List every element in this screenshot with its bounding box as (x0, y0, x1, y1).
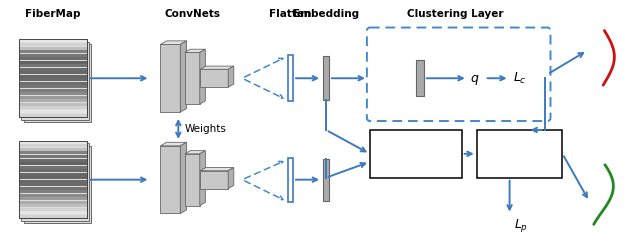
Bar (19, 162, 86, 165)
Text: $L_p$: $L_p$ (513, 218, 528, 234)
Bar (19, 54, 86, 57)
Bar (24, 146, 92, 223)
Text: Weights: Weights (184, 124, 226, 134)
Bar (19, 151, 86, 154)
Bar (287, 55, 292, 101)
Bar (21, 42, 89, 120)
Bar (323, 159, 329, 201)
Bar (19, 173, 86, 176)
Bar (19, 99, 86, 102)
Bar (19, 183, 86, 186)
Bar (19, 82, 86, 85)
Bar (19, 155, 86, 158)
Bar (19, 176, 86, 179)
Bar (477, 130, 563, 178)
Bar (19, 50, 86, 53)
Bar (19, 201, 86, 204)
Bar (19, 169, 86, 172)
Polygon shape (180, 142, 187, 213)
Text: Embedding
Distance: Embedding Distance (387, 142, 444, 165)
Bar (19, 155, 86, 158)
Bar (19, 166, 86, 169)
Bar (19, 39, 86, 42)
Bar (24, 44, 92, 122)
Polygon shape (200, 66, 234, 69)
Bar (19, 211, 86, 214)
Bar (19, 180, 86, 183)
Bar (19, 39, 86, 117)
Bar (19, 215, 86, 218)
Polygon shape (228, 168, 234, 189)
Bar (19, 78, 86, 81)
Bar (19, 57, 86, 60)
Bar (19, 190, 86, 193)
Bar (19, 148, 86, 151)
Bar (19, 110, 86, 113)
Text: FiberMap: FiberMap (25, 9, 81, 19)
Bar (370, 130, 461, 178)
Bar (19, 85, 86, 88)
Polygon shape (228, 66, 234, 87)
Bar (185, 52, 200, 104)
Bar (19, 208, 86, 211)
Bar (19, 43, 86, 46)
Bar (416, 60, 424, 96)
Polygon shape (180, 41, 187, 112)
Bar (21, 143, 89, 221)
Bar (19, 92, 86, 95)
Bar (200, 69, 228, 87)
Bar (19, 50, 86, 53)
Text: Fiber
Distance: Fiber Distance (498, 142, 541, 165)
Bar (19, 54, 86, 57)
Bar (19, 64, 86, 67)
Bar (185, 154, 200, 206)
Bar (19, 159, 86, 161)
Text: Embedding: Embedding (293, 9, 359, 19)
Bar (19, 68, 86, 71)
Bar (19, 141, 86, 219)
Bar (19, 197, 86, 200)
Polygon shape (200, 49, 205, 104)
Polygon shape (161, 142, 187, 146)
Bar (19, 159, 86, 161)
Text: Flatten: Flatten (269, 9, 311, 19)
Bar (19, 96, 86, 99)
Bar (19, 141, 86, 144)
Polygon shape (200, 151, 205, 206)
Bar (19, 61, 86, 64)
Polygon shape (161, 41, 187, 44)
Bar (19, 71, 86, 74)
Bar (19, 47, 86, 49)
Bar (19, 194, 86, 197)
Polygon shape (185, 49, 205, 52)
Bar (19, 75, 86, 78)
Bar (161, 146, 180, 213)
Bar (19, 151, 86, 154)
Polygon shape (185, 151, 205, 154)
Bar (19, 89, 86, 92)
Bar (161, 44, 180, 112)
Text: $L_c$: $L_c$ (513, 71, 526, 86)
Bar (19, 103, 86, 106)
Bar (19, 107, 86, 110)
Bar (19, 113, 86, 117)
Bar (19, 162, 86, 165)
Text: q: q (470, 72, 479, 85)
Bar (19, 57, 86, 60)
Bar (19, 61, 86, 64)
Bar (19, 141, 86, 219)
Bar (200, 171, 228, 189)
Text: Clustering Layer: Clustering Layer (408, 9, 504, 19)
Bar (287, 158, 292, 202)
Bar (19, 204, 86, 207)
Polygon shape (200, 168, 234, 171)
Bar (19, 187, 86, 190)
Bar (323, 56, 329, 100)
Text: ConvNets: ConvNets (164, 9, 220, 19)
Bar (19, 39, 86, 117)
Bar (19, 144, 86, 147)
